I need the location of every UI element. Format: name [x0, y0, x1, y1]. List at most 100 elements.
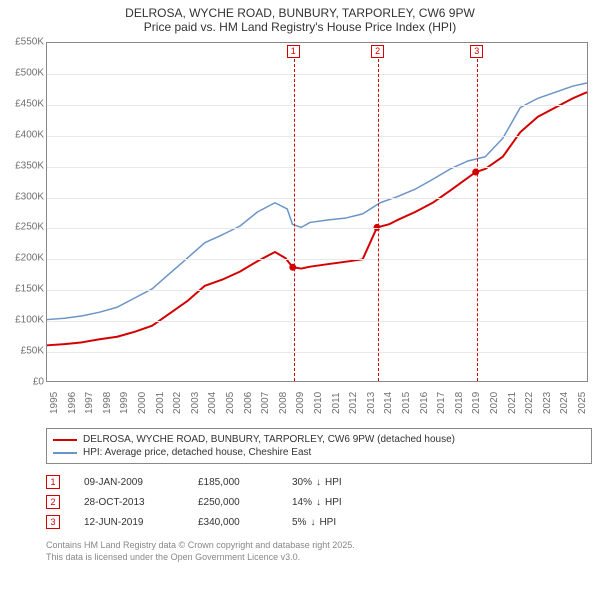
x-tick-label: 2011	[331, 392, 342, 414]
x-tick-label: 2018	[454, 392, 465, 414]
x-tick-label: 2017	[436, 392, 447, 414]
legend-row: DELROSA, WYCHE ROAD, BUNBURY, TARPORLEY,…	[53, 433, 585, 446]
marker-table-box: 1	[46, 475, 60, 489]
x-tick-label: 2010	[313, 392, 324, 414]
y-tick-label: £500K	[15, 67, 44, 78]
marker-box: 3	[470, 45, 483, 58]
plot-area: 1 2 3	[46, 42, 588, 382]
arrow-down-icon	[310, 517, 315, 528]
gridline-horizontal	[47, 228, 587, 229]
x-tick-label: 2024	[559, 392, 570, 414]
legend: DELROSA, WYCHE ROAD, BUNBURY, TARPORLEY,…	[46, 428, 592, 464]
x-tick-label: 2023	[542, 392, 553, 414]
gridline-horizontal	[47, 321, 587, 322]
x-tick-label: 2004	[207, 392, 218, 414]
gridline-horizontal	[47, 290, 587, 291]
marker-date: 09-JAN-2009	[84, 477, 174, 488]
chart-title-line1: DELROSA, WYCHE ROAD, BUNBURY, TARPORLEY,…	[10, 6, 590, 20]
y-tick-label: £0	[33, 377, 44, 388]
y-tick-label: £350K	[15, 160, 44, 171]
marker-delta: 14% HPI	[292, 497, 342, 508]
x-tick-label: 2022	[524, 392, 535, 414]
marker-table: 1 09-JAN-2009 £185,000 30% HPI 2 28-OCT-2013 £2…	[46, 472, 592, 532]
legend-swatch	[53, 439, 77, 441]
y-tick-label: £100K	[15, 315, 44, 326]
x-tick-label: 2000	[137, 392, 148, 414]
footer-line1: Contains HM Land Registry data © Crown c…	[46, 540, 592, 552]
footer-line2: This data is licensed under the Open Gov…	[46, 552, 592, 564]
chart-title-block: DELROSA, WYCHE ROAD, BUNBURY, TARPORLEY,…	[0, 0, 600, 38]
footer-attribution: Contains HM Land Registry data © Crown c…	[46, 540, 592, 563]
gridline-horizontal	[47, 198, 587, 199]
legend-swatch	[53, 452, 77, 454]
marker-price: £250,000	[198, 497, 268, 508]
x-axis: 1995199619971998199920002001200220032004…	[46, 382, 588, 422]
gridline-horizontal	[47, 74, 587, 75]
marker-date: 28-OCT-2013	[84, 497, 174, 508]
marker-box: 2	[371, 45, 384, 58]
gridline-horizontal	[47, 352, 587, 353]
marker-vline	[294, 59, 295, 381]
x-tick-label: 2001	[155, 392, 166, 414]
marker-delta-suffix: HPI	[325, 477, 342, 488]
y-tick-label: £50K	[21, 346, 44, 357]
y-tick-label: £250K	[15, 222, 44, 233]
x-tick-label: 2015	[401, 392, 412, 414]
marker-delta: 5% HPI	[292, 517, 336, 528]
marker-table-box: 3	[46, 515, 60, 529]
event-dot	[373, 224, 380, 231]
x-tick-label: 1998	[102, 392, 113, 414]
marker-table-row: 3 12-JUN-2019 £340,000 5% HPI	[46, 512, 592, 532]
marker-delta: 30% HPI	[292, 477, 342, 488]
x-tick-label: 2025	[577, 392, 588, 414]
series-line-hpi	[47, 83, 587, 320]
x-tick-label: 2019	[471, 392, 482, 414]
x-tick-label: 1996	[67, 392, 78, 414]
y-tick-label: £200K	[15, 253, 44, 264]
marker-price: £185,000	[198, 477, 268, 488]
x-tick-label: 2007	[260, 392, 271, 414]
marker-vline	[378, 59, 379, 381]
x-tick-label: 2014	[383, 392, 394, 414]
x-tick-label: 1995	[49, 392, 60, 414]
gridline-horizontal	[47, 167, 587, 168]
gridline-horizontal	[47, 136, 587, 137]
marker-delta-suffix: HPI	[319, 517, 336, 528]
x-tick-label: 2016	[419, 392, 430, 414]
x-tick-label: 2012	[348, 392, 359, 414]
x-tick-label: 2020	[489, 392, 500, 414]
x-tick-label: 2002	[172, 392, 183, 414]
legend-label: HPI: Average price, detached house, Ches…	[83, 447, 311, 458]
y-tick-label: £450K	[15, 98, 44, 109]
marker-delta-pct: 5%	[292, 517, 306, 528]
chart-frame: £0 £50K £100K £150K £200K £250K £300K £350K £400…	[8, 42, 592, 422]
x-tick-label: 1999	[119, 392, 130, 414]
y-tick-label: £550K	[15, 37, 44, 48]
x-tick-label: 2005	[225, 392, 236, 414]
marker-delta-pct: 30%	[292, 477, 312, 488]
gridline-horizontal	[47, 105, 587, 106]
marker-date: 12-JUN-2019	[84, 517, 174, 528]
x-tick-label: 2009	[295, 392, 306, 414]
series-line-price_paid	[47, 92, 587, 345]
y-tick-label: £300K	[15, 191, 44, 202]
marker-price: £340,000	[198, 517, 268, 528]
marker-table-row: 2 28-OCT-2013 £250,000 14% HPI	[46, 492, 592, 512]
y-tick-label: £150K	[15, 284, 44, 295]
arrow-down-icon	[316, 497, 321, 508]
marker-table-box: 2	[46, 495, 60, 509]
chart-lines-svg	[47, 43, 587, 381]
marker-vline	[477, 59, 478, 381]
y-tick-label: £400K	[15, 129, 44, 140]
marker-delta-suffix: HPI	[325, 497, 342, 508]
legend-label: DELROSA, WYCHE ROAD, BUNBURY, TARPORLEY,…	[83, 434, 455, 445]
x-tick-label: 2008	[278, 392, 289, 414]
x-tick-label: 2013	[366, 392, 377, 414]
arrow-down-icon	[316, 477, 321, 488]
y-axis: £0 £50K £100K £150K £200K £250K £300K £350K £400…	[8, 42, 46, 422]
marker-delta-pct: 14%	[292, 497, 312, 508]
legend-row: HPI: Average price, detached house, Ches…	[53, 446, 585, 459]
marker-box: 1	[287, 45, 300, 58]
x-tick-label: 2021	[507, 392, 518, 414]
gridline-horizontal	[47, 259, 587, 260]
